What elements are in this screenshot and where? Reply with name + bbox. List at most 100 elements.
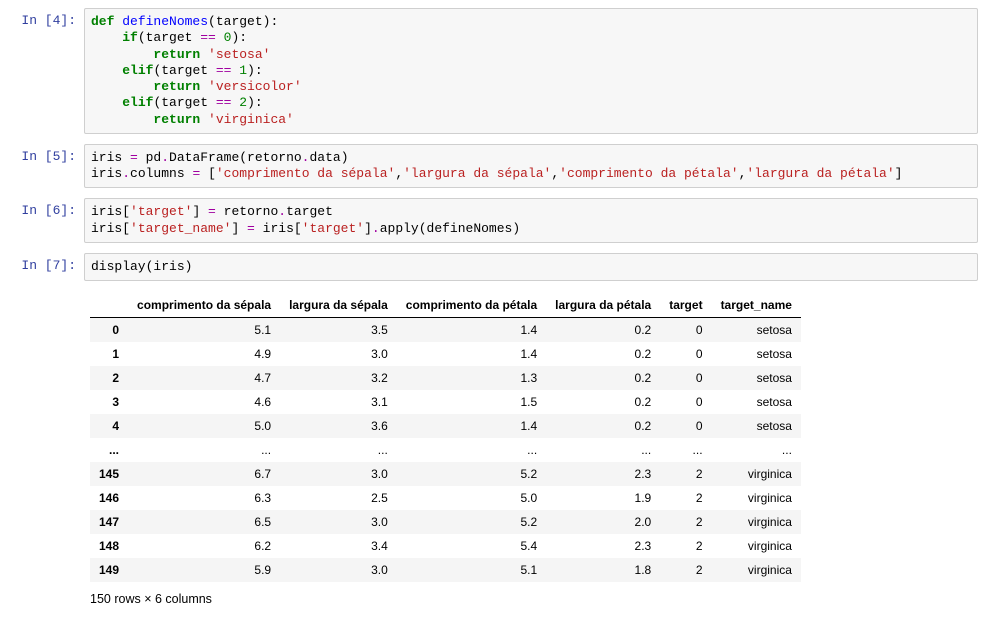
code-editor[interactable]: iris['target'] = retorno.target iris['ta… bbox=[84, 198, 978, 243]
code-token: 'target' bbox=[130, 204, 192, 219]
code-token: 'setosa' bbox=[208, 47, 270, 62]
row-index: 147 bbox=[90, 510, 128, 534]
table-row: 45.03.61.40.20setosa bbox=[90, 414, 801, 438]
dataframe-table: comprimento da sépalalargura da sépalaco… bbox=[90, 293, 801, 582]
code-token: 'versicolor' bbox=[208, 79, 302, 94]
code-token: target bbox=[286, 204, 333, 219]
code-cell: In [7]: display(iris) bbox=[12, 253, 978, 281]
row-index: 149 bbox=[90, 558, 128, 582]
table-cell: 2.3 bbox=[546, 534, 660, 558]
table-cell: virginica bbox=[712, 462, 801, 486]
table-cell: 6.5 bbox=[128, 510, 280, 534]
table-cell: 0 bbox=[660, 366, 711, 390]
code-token: . bbox=[278, 204, 286, 219]
table-cell: 3.5 bbox=[280, 318, 397, 343]
table-cell: 5.2 bbox=[397, 462, 546, 486]
table-cell: setosa bbox=[712, 366, 801, 390]
table-cell: 0.2 bbox=[546, 414, 660, 438]
code-token: [ bbox=[200, 166, 216, 181]
code-token: ): bbox=[247, 63, 263, 78]
row-index: 1 bbox=[90, 342, 128, 366]
code-token: 2 bbox=[239, 95, 247, 110]
code-token bbox=[200, 112, 208, 127]
table-cell: 2 bbox=[660, 534, 711, 558]
table-cell: 0.2 bbox=[546, 342, 660, 366]
row-index: 145 bbox=[90, 462, 128, 486]
input-prompt: In [7]: bbox=[12, 253, 84, 278]
code-token: retorno bbox=[216, 204, 278, 219]
code-token: 'target_name' bbox=[130, 221, 231, 236]
table-cell: 3.0 bbox=[280, 510, 397, 534]
code-token: ): bbox=[231, 30, 247, 45]
code-token: . bbox=[122, 166, 130, 181]
table-cell: 1.4 bbox=[397, 414, 546, 438]
table-body: 05.13.51.40.20setosa14.93.01.40.20setosa… bbox=[90, 318, 801, 583]
table-cell: 6.2 bbox=[128, 534, 280, 558]
code-token: 'largura da sépala' bbox=[403, 166, 551, 181]
table-cell: virginica bbox=[712, 534, 801, 558]
code-token bbox=[91, 63, 122, 78]
table-cell: ... bbox=[660, 438, 711, 462]
code-token: iris[ bbox=[255, 221, 302, 236]
table-cell: ... bbox=[128, 438, 280, 462]
table-cell: ... bbox=[712, 438, 801, 462]
code-token: iris[ bbox=[91, 204, 130, 219]
code-cell: In [5]:iris = pd.DataFrame(retorno.data)… bbox=[12, 144, 978, 189]
table-cell: 0 bbox=[660, 414, 711, 438]
output-area: comprimento da sépalalargura da sépalaco… bbox=[84, 291, 978, 608]
code-token bbox=[91, 47, 153, 62]
code-editor[interactable]: def defineNomes(target): if(target == 0)… bbox=[84, 8, 978, 134]
table-cell: 1.5 bbox=[397, 390, 546, 414]
code-editor[interactable]: iris = pd.DataFrame(retorno.data) iris.c… bbox=[84, 144, 978, 189]
code-token bbox=[91, 30, 122, 45]
code-token: = bbox=[208, 204, 216, 219]
column-header: largura da pétala bbox=[546, 293, 660, 318]
code-token: def bbox=[91, 14, 122, 29]
code-token: pd bbox=[138, 150, 161, 165]
table-cell: 5.1 bbox=[397, 558, 546, 582]
table-cell: 6.7 bbox=[128, 462, 280, 486]
table-cell: 2 bbox=[660, 558, 711, 582]
table-cell: 0.2 bbox=[546, 390, 660, 414]
code-token: iris[ bbox=[91, 221, 130, 236]
column-header: comprimento da sépala bbox=[128, 293, 280, 318]
table-cell: 2.3 bbox=[546, 462, 660, 486]
code-token: iris bbox=[91, 166, 122, 181]
table-cell: 1.3 bbox=[397, 366, 546, 390]
code-token: ): bbox=[247, 95, 263, 110]
table-cell: setosa bbox=[712, 318, 801, 343]
table-header-row: comprimento da sépalalargura da sépalaco… bbox=[90, 293, 801, 318]
code-token bbox=[91, 95, 122, 110]
code-token: display(iris) bbox=[91, 259, 192, 274]
table-row: 14.93.01.40.20setosa bbox=[90, 342, 801, 366]
row-index: ... bbox=[90, 438, 128, 462]
code-editor[interactable]: display(iris) bbox=[84, 253, 978, 281]
table-cell: virginica bbox=[712, 510, 801, 534]
code-token: . bbox=[161, 150, 169, 165]
table-cell: 3.1 bbox=[280, 390, 397, 414]
code-token: columns bbox=[130, 166, 192, 181]
code-token bbox=[200, 79, 208, 94]
code-token bbox=[91, 79, 153, 94]
table-head: comprimento da sépalalargura da sépalaco… bbox=[90, 293, 801, 318]
code-token: == bbox=[216, 63, 232, 78]
code-token: return bbox=[153, 79, 200, 94]
row-index: 4 bbox=[90, 414, 128, 438]
table-cell: 4.9 bbox=[128, 342, 280, 366]
table-cell: 3.2 bbox=[280, 366, 397, 390]
code-token: == bbox=[200, 30, 216, 45]
code-token: = bbox=[130, 150, 138, 165]
code-token: apply(defineNomes) bbox=[380, 221, 520, 236]
code-token: 1 bbox=[239, 63, 247, 78]
table-cell: 5.2 bbox=[397, 510, 546, 534]
code-token: return bbox=[153, 47, 200, 62]
table-cell: 2.0 bbox=[546, 510, 660, 534]
table-cell: 5.0 bbox=[128, 414, 280, 438]
table-cell: 0 bbox=[660, 390, 711, 414]
table-cell: 5.1 bbox=[128, 318, 280, 343]
code-token: (target bbox=[153, 63, 215, 78]
code-token: 'virginica' bbox=[208, 112, 294, 127]
row-index: 0 bbox=[90, 318, 128, 343]
table-row: 1486.23.45.42.32virginica bbox=[90, 534, 801, 558]
table-cell: 5.0 bbox=[397, 486, 546, 510]
